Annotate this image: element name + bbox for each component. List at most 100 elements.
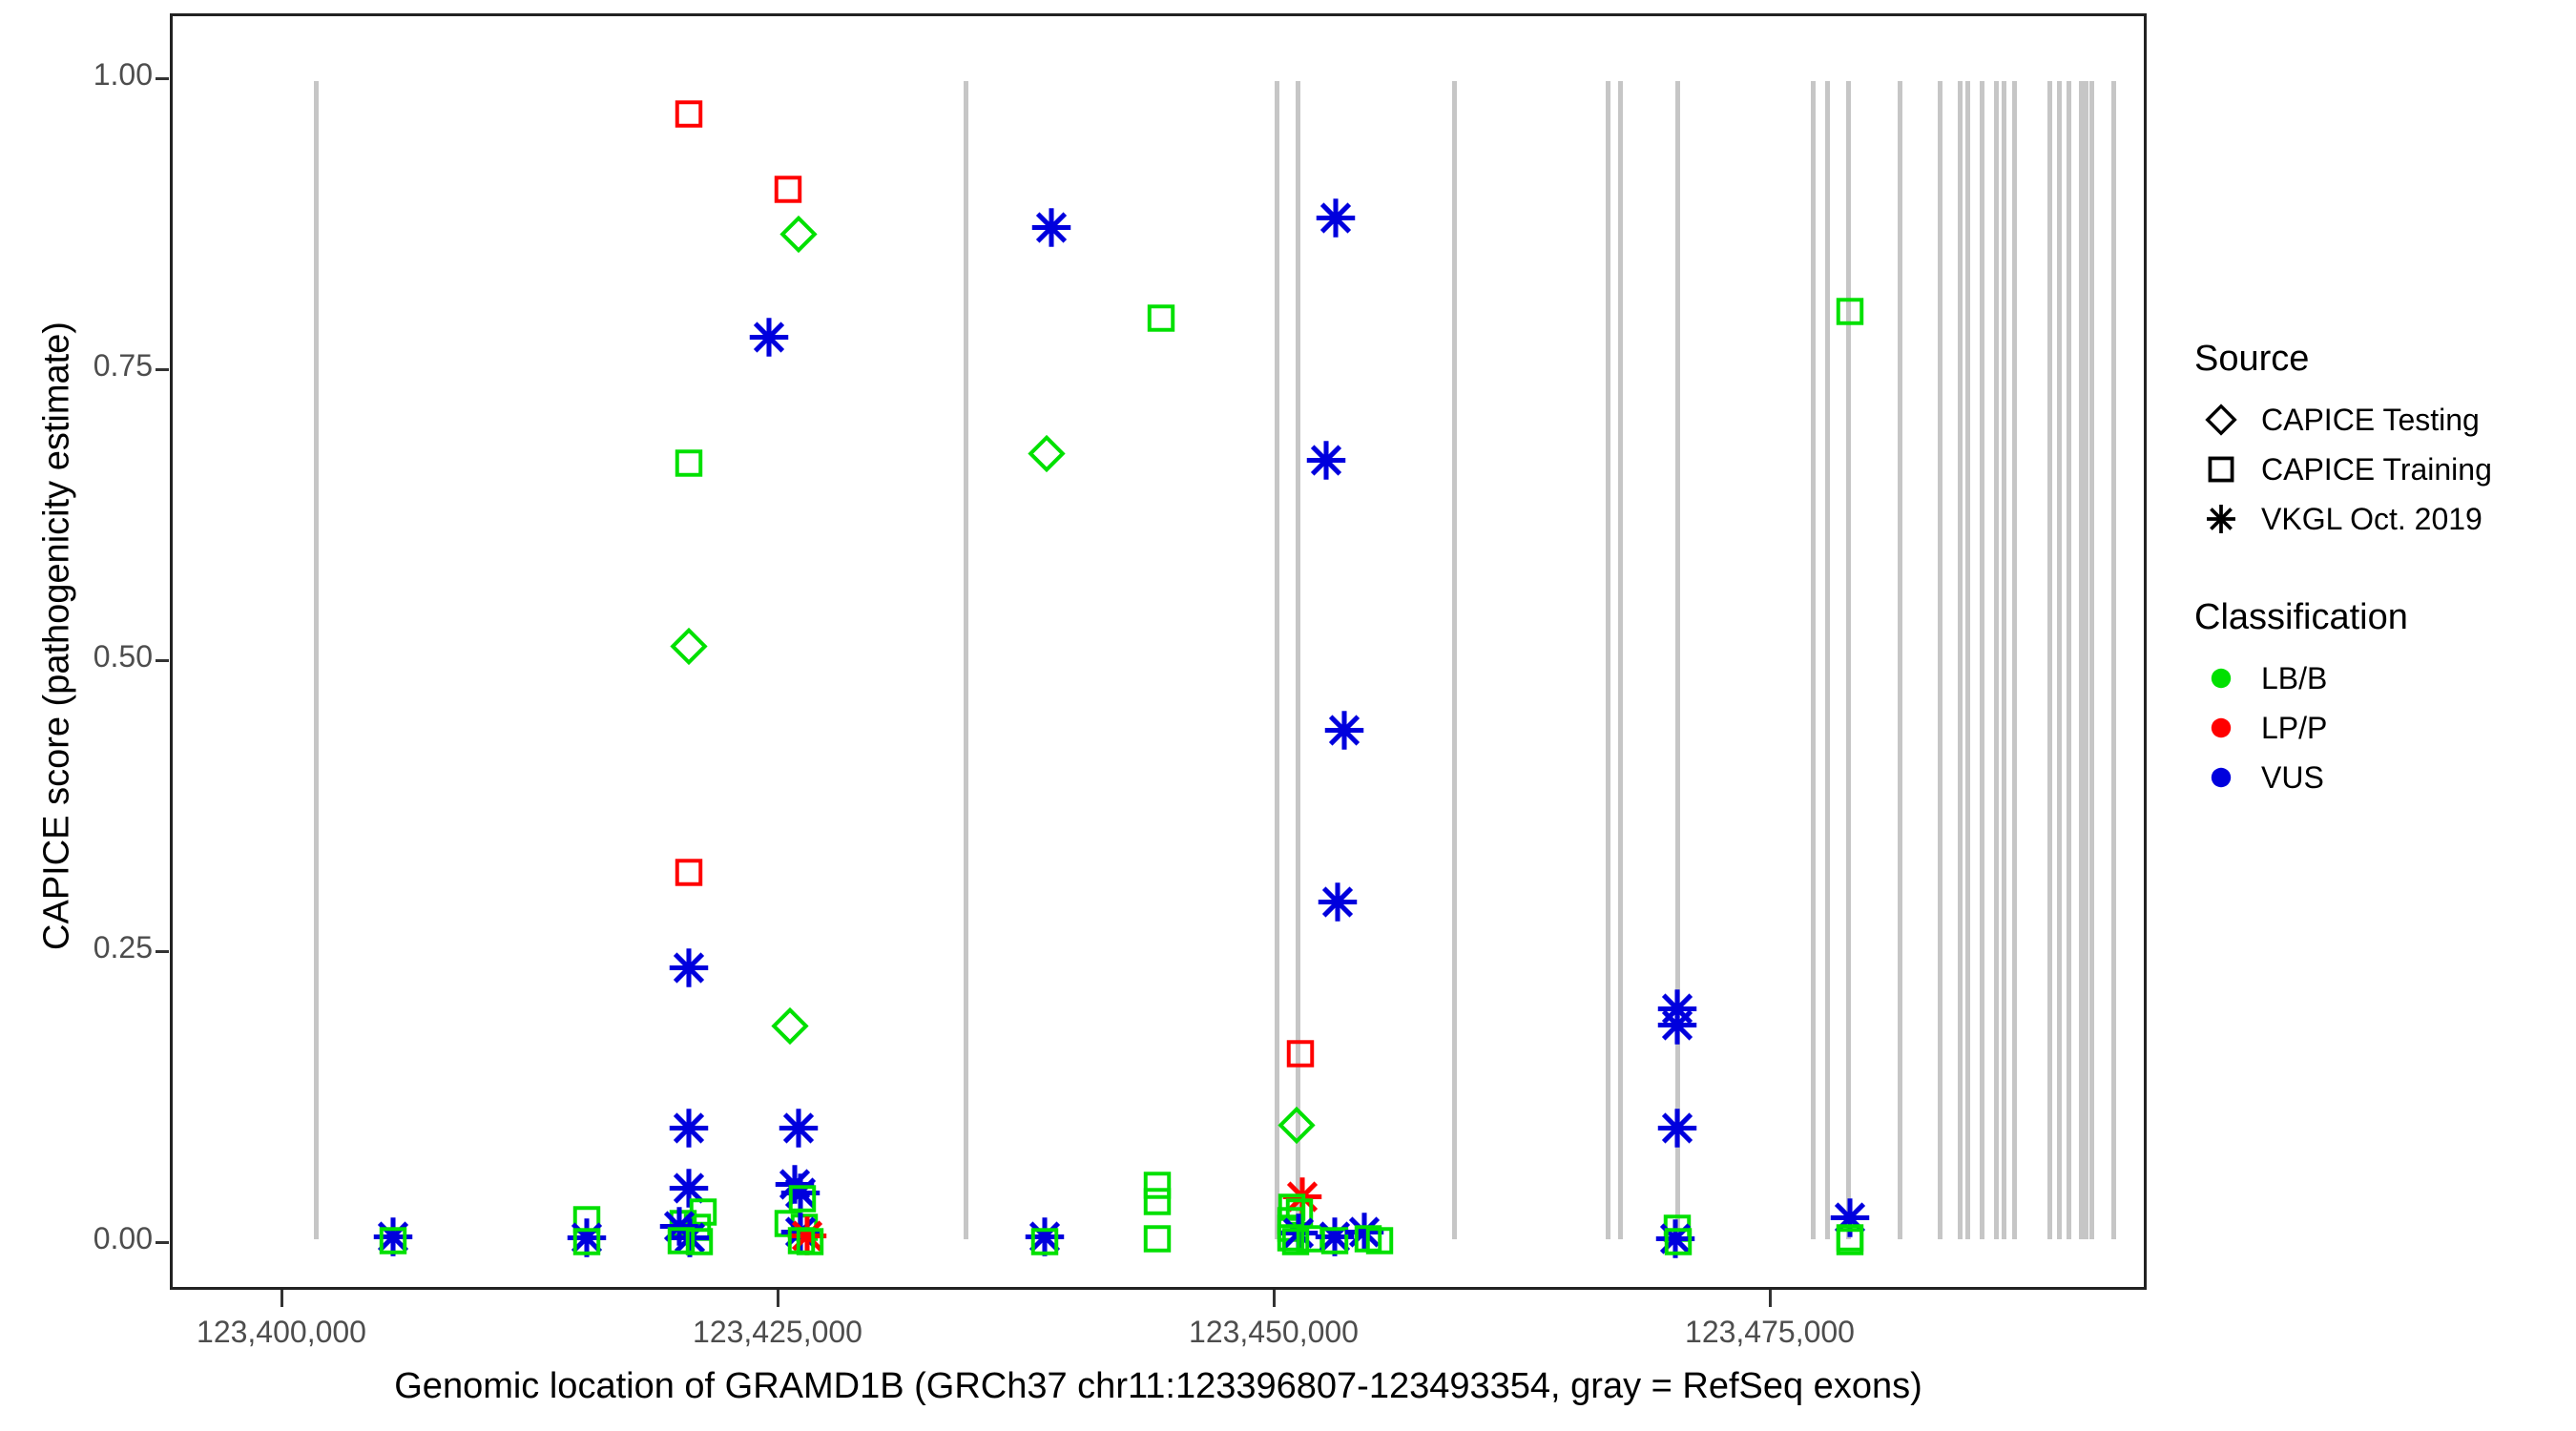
data-point — [376, 1223, 410, 1262]
legend: Source CAPICE Testing CAPICE Training VKGL … — [2194, 339, 2557, 856]
data-point — [1318, 1223, 1352, 1262]
exon-line — [2110, 81, 2116, 1239]
legend-group-classification: Classification LB/B LP/P VUS — [2194, 597, 2557, 802]
data-point — [787, 1211, 821, 1250]
data-point — [1029, 206, 1073, 255]
exon-line — [1965, 81, 1971, 1239]
plot-area — [173, 16, 2144, 1287]
x-tick-label: 123,425,000 — [693, 1315, 862, 1349]
legend-item[interactable]: LP/P — [2194, 703, 2557, 753]
y-tick-mark — [156, 1241, 169, 1244]
exon-line — [1275, 81, 1279, 1239]
data-point — [680, 1211, 715, 1250]
y-tick-mark — [156, 659, 169, 662]
exon-line — [1898, 81, 1903, 1239]
legend-title: Source — [2194, 339, 2310, 379]
data-point — [657, 1204, 701, 1253]
legend-item[interactable]: LB/B — [2194, 653, 2557, 703]
data-point — [1023, 1214, 1067, 1263]
data-point — [1140, 1185, 1174, 1224]
exon-line — [2001, 81, 2006, 1239]
exon-line — [1810, 81, 1816, 1239]
exon-line — [2084, 81, 2089, 1239]
x-tick-label: 123,450,000 — [1189, 1315, 1359, 1349]
exon-line — [1846, 81, 1852, 1239]
exon-line — [1296, 81, 1301, 1239]
asterisk-icon — [2194, 494, 2248, 544]
y-tick-label: 0.00 — [93, 1221, 153, 1255]
legend-item-label: CAPICE Testing — [2261, 402, 2480, 437]
plot-panel — [170, 13, 2147, 1290]
data-point — [779, 1171, 822, 1219]
circle-icon — [2194, 703, 2248, 753]
data-point — [565, 1216, 609, 1265]
data-point — [773, 1163, 817, 1212]
x-tick-mark — [1769, 1290, 1772, 1307]
y-tick-mark — [156, 77, 169, 80]
legend-group-source: Source CAPICE Testing CAPICE Training VKGL … — [2194, 339, 2557, 544]
exon-line — [964, 81, 969, 1239]
data-point — [664, 1223, 698, 1262]
diamond-icon — [2194, 395, 2248, 445]
data-point — [1322, 709, 1366, 757]
x-axis-title: Genomic location of GRAMD1B (GRCh37 chr1… — [394, 1366, 1922, 1406]
x-tick-mark — [777, 1290, 779, 1307]
data-point — [1313, 1214, 1357, 1263]
legend-item[interactable]: CAPICE Testing — [2194, 395, 2557, 445]
legend-item-label: LP/P — [2261, 710, 2328, 745]
data-point — [667, 1107, 711, 1155]
data-point — [1362, 1223, 1397, 1262]
data-point — [1280, 1175, 1324, 1224]
data-point — [682, 1224, 717, 1263]
data-point — [1314, 197, 1358, 245]
x-tick-label: 123,475,000 — [1685, 1315, 1855, 1349]
data-point — [666, 1207, 700, 1246]
data-point — [771, 172, 805, 211]
data-point — [667, 1166, 711, 1214]
data-point — [785, 1181, 820, 1220]
data-point — [1304, 439, 1348, 487]
exon-line — [1980, 81, 1985, 1239]
y-tick-mark — [156, 368, 169, 371]
data-point — [1140, 1169, 1174, 1208]
data-point — [779, 1211, 822, 1259]
exon-line — [1824, 81, 1830, 1239]
data-point — [771, 1207, 805, 1246]
data-point — [1028, 434, 1066, 477]
circle-icon — [2194, 753, 2248, 802]
exon-line — [1675, 81, 1681, 1239]
legend-item-label: VUS — [2261, 759, 2324, 795]
data-point — [1028, 1224, 1062, 1263]
data-point — [1144, 301, 1178, 341]
legend-item[interactable]: VUS — [2194, 753, 2557, 802]
data-point — [672, 446, 706, 485]
exon-line — [2011, 81, 2017, 1239]
exon-line — [1451, 81, 1457, 1239]
data-point — [1140, 1222, 1174, 1261]
data-point — [570, 1202, 604, 1241]
y-tick-label: 0.50 — [93, 639, 153, 674]
data-point — [785, 1213, 829, 1262]
data-point — [779, 216, 818, 259]
exon-line — [2079, 81, 2085, 1239]
legend-item[interactable]: VKGL Oct. 2019 — [2194, 494, 2557, 544]
exon-line — [1937, 81, 1942, 1239]
y-tick-label: 0.25 — [93, 930, 153, 964]
x-tick-label: 123,400,000 — [197, 1315, 366, 1349]
y-tick-label: 1.00 — [93, 57, 153, 92]
data-point — [1342, 1211, 1386, 1259]
data-point — [747, 315, 791, 363]
legend-item[interactable]: CAPICE Training — [2194, 445, 2557, 494]
x-tick-mark — [280, 1290, 283, 1307]
exon-line — [1606, 81, 1611, 1239]
exon-line — [1993, 81, 1999, 1239]
exon-line — [2066, 81, 2071, 1239]
data-point — [771, 1006, 810, 1050]
y-axis-ticks: 0.00 0.25 0.50 0.75 1.00 — [29, 0, 153, 1431]
data-point — [668, 1216, 712, 1265]
circle-icon — [2194, 653, 2248, 703]
legend-item-label: CAPICE Training — [2261, 451, 2492, 487]
exon-line — [1617, 81, 1623, 1239]
exon-line — [2088, 81, 2094, 1239]
